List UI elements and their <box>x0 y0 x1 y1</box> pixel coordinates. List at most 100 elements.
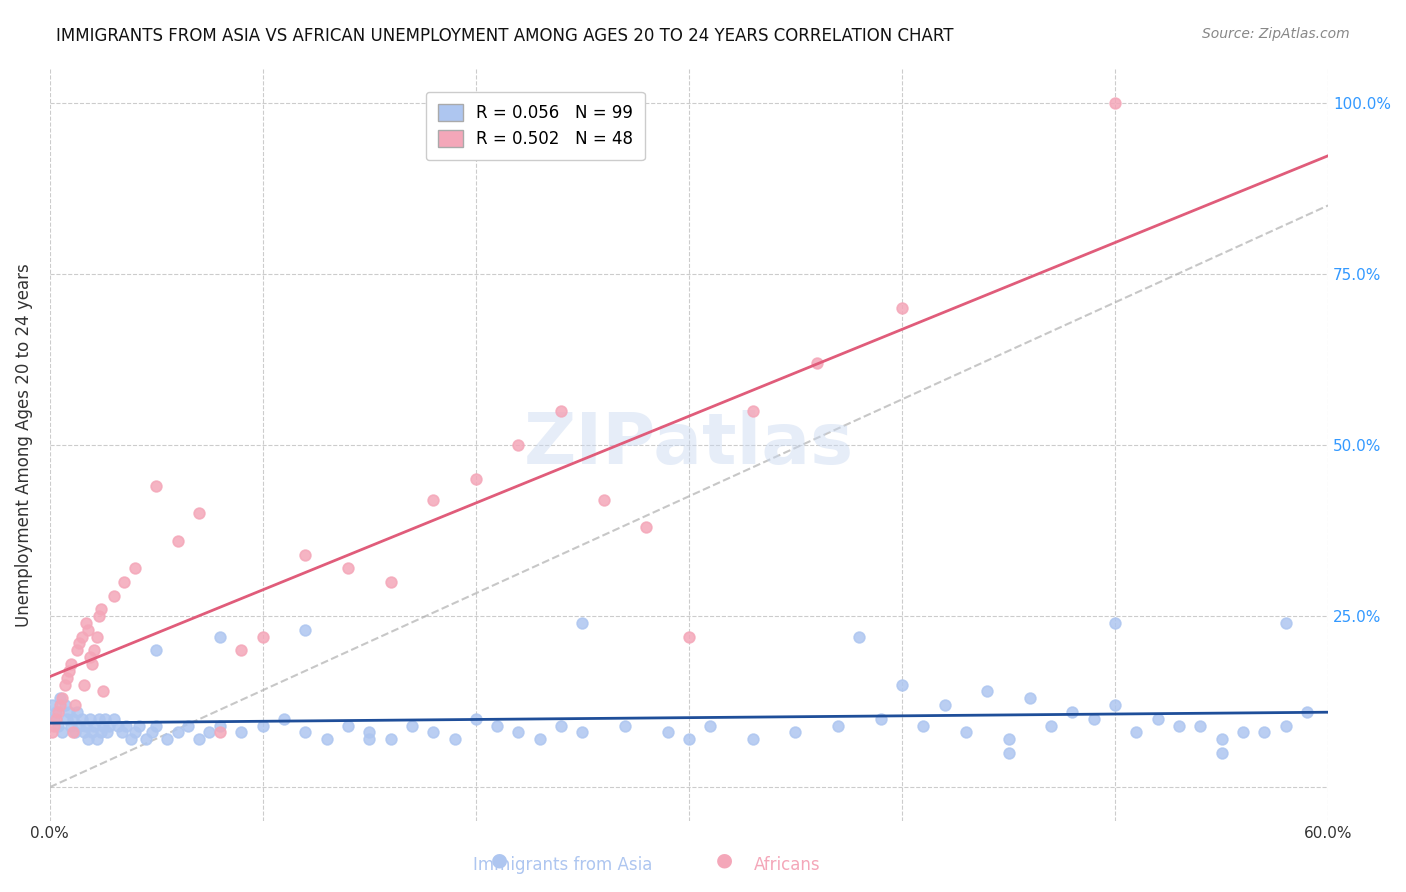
Point <box>41 698 63 712</box>
Point <box>90 602 112 616</box>
Point <box>73 725 96 739</box>
Text: ●: ● <box>491 851 508 870</box>
Point <box>46 705 69 719</box>
Point <box>58 705 80 719</box>
Point <box>1232 725 1254 739</box>
Point <box>422 725 444 739</box>
Point <box>69 636 91 650</box>
Point <box>42 718 65 732</box>
Point <box>59 718 82 732</box>
Text: ●: ● <box>716 851 733 870</box>
Point <box>571 725 593 739</box>
Point <box>103 712 125 726</box>
Point <box>209 725 232 739</box>
Point <box>145 643 167 657</box>
Point <box>336 718 359 732</box>
Point <box>82 657 104 671</box>
Point <box>1274 615 1296 630</box>
Point <box>678 630 700 644</box>
Point <box>869 712 891 726</box>
Point <box>209 718 232 732</box>
Point <box>1104 698 1126 712</box>
Point <box>128 718 150 732</box>
Point <box>401 718 423 732</box>
Point <box>51 725 73 739</box>
Point <box>41 725 63 739</box>
Point <box>187 732 209 747</box>
Point <box>785 725 807 739</box>
Point <box>657 725 679 739</box>
Point <box>96 725 118 739</box>
Point <box>53 698 76 712</box>
Point <box>209 630 232 644</box>
Point <box>891 677 914 691</box>
Point <box>198 725 221 739</box>
Point <box>62 712 84 726</box>
Point <box>82 725 104 739</box>
Point <box>294 725 316 739</box>
Point <box>1146 712 1168 726</box>
Text: IMMIGRANTS FROM ASIA VS AFRICAN UNEMPLOYMENT AMONG AGES 20 TO 24 YEARS CORRELATI: IMMIGRANTS FROM ASIA VS AFRICAN UNEMPLOY… <box>56 27 953 45</box>
Point <box>53 677 76 691</box>
Point <box>73 677 96 691</box>
Point <box>1274 718 1296 732</box>
Point <box>1018 691 1040 706</box>
Point <box>912 718 935 732</box>
Point <box>443 732 465 747</box>
Point <box>145 718 167 732</box>
Point <box>1104 95 1126 110</box>
Point <box>614 718 637 732</box>
Point <box>177 718 200 732</box>
Point <box>103 589 125 603</box>
Point <box>141 725 163 739</box>
Point <box>77 623 100 637</box>
Point <box>806 356 828 370</box>
Point <box>380 732 402 747</box>
Point <box>49 691 72 706</box>
Point <box>115 718 138 732</box>
Point <box>955 725 977 739</box>
Point <box>55 712 77 726</box>
Point <box>231 643 253 657</box>
Point <box>70 630 93 644</box>
Point <box>86 732 108 747</box>
Point <box>166 725 188 739</box>
Point <box>571 615 593 630</box>
Y-axis label: Unemployment Among Ages 20 to 24 years: Unemployment Among Ages 20 to 24 years <box>15 263 32 627</box>
Point <box>934 698 956 712</box>
Point <box>997 746 1019 760</box>
Point <box>550 718 572 732</box>
Point <box>508 438 530 452</box>
Point <box>336 561 359 575</box>
Point <box>359 732 381 747</box>
Point <box>70 712 93 726</box>
Point <box>1211 732 1233 747</box>
Point <box>1062 705 1084 719</box>
Point <box>550 403 572 417</box>
Point <box>94 712 117 726</box>
Point <box>91 684 114 698</box>
Point <box>359 725 381 739</box>
Point <box>187 507 209 521</box>
Point <box>87 712 110 726</box>
Point <box>65 698 87 712</box>
Point <box>1189 718 1212 732</box>
Point <box>1040 718 1063 732</box>
Point <box>156 732 179 747</box>
Point <box>45 705 67 719</box>
Text: Immigrants from Asia: Immigrants from Asia <box>472 856 652 874</box>
Point <box>62 725 84 739</box>
Point <box>827 718 849 732</box>
Point <box>86 630 108 644</box>
Point <box>231 725 253 739</box>
Point <box>46 718 69 732</box>
Point <box>98 718 121 732</box>
Point <box>486 718 509 732</box>
Point <box>976 684 998 698</box>
Legend: R = 0.056   N = 99, R = 0.502   N = 48: R = 0.056 N = 99, R = 0.502 N = 48 <box>426 92 645 160</box>
Point <box>87 609 110 624</box>
Point <box>741 732 763 747</box>
Point <box>636 520 658 534</box>
Point <box>124 561 146 575</box>
Point <box>380 574 402 589</box>
